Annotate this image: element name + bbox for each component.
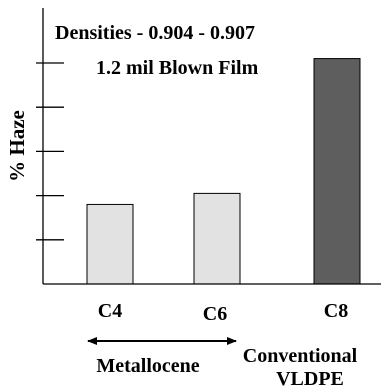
category-label-c4: C4: [98, 300, 122, 322]
chart-subtitle: 1.2 mil Blown Film: [96, 57, 259, 79]
chart-title: Densities - 0.904 - 0.907: [55, 22, 255, 44]
y-ticks: [36, 62, 64, 241]
group-label-vldpe: VLDPE: [276, 368, 344, 389]
group-label-metallocene: Metallocene: [96, 355, 199, 377]
bar-c4: [86, 203, 134, 285]
y-axis-label: % Haze: [5, 110, 29, 182]
bars-layer: [86, 58, 361, 285]
category-label-c8: C8: [324, 300, 348, 322]
bar-c6: [193, 192, 241, 285]
group-label-conventional: Conventional: [243, 345, 358, 367]
category-label-c6: C6: [203, 303, 227, 325]
bar-c8: [313, 58, 361, 285]
